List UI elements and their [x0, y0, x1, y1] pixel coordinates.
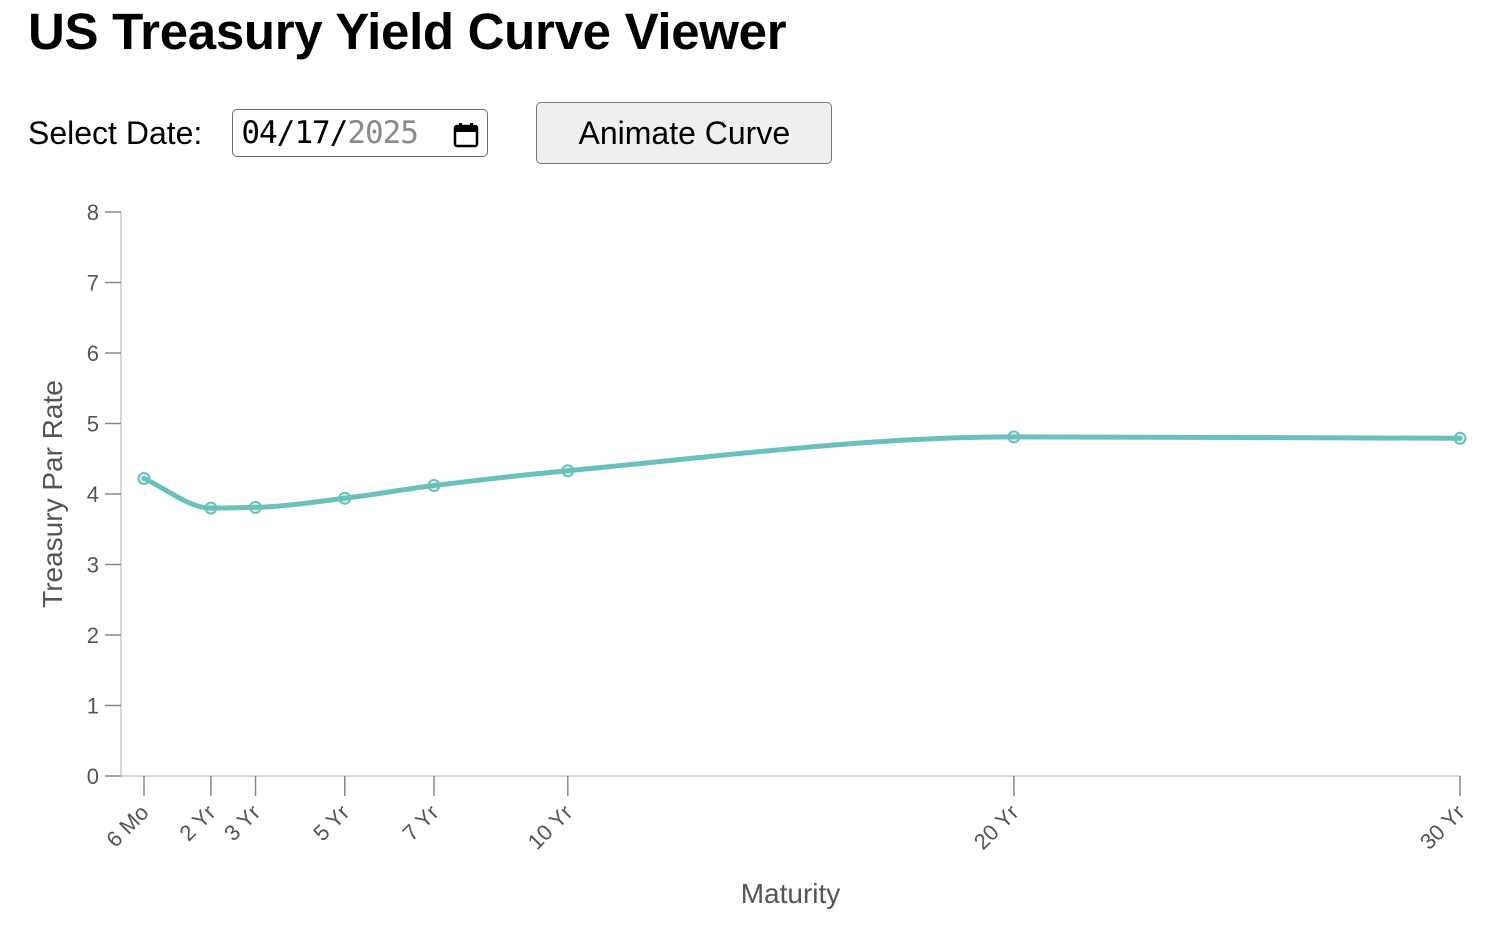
y-tick-label: 0: [87, 764, 99, 789]
x-tick-label: 30 Yr: [1415, 800, 1470, 855]
data-point-5-yr[interactable]: [338, 491, 352, 505]
page-title: US Treasury Yield Curve Viewer: [28, 3, 787, 60]
x-axis: 6 Mo 2 Yr3 Yr 5 Yr 7 Yr 10 Yr 20 Yr 30 Yr: [101, 775, 1470, 855]
data-point-3-yr[interactable]: [249, 500, 263, 514]
data-points: [137, 430, 1467, 515]
date-month[interactable]: 04: [241, 115, 277, 151]
data-point-10-yr[interactable]: [561, 464, 575, 478]
x-tick-label: 5 Yr: [308, 800, 354, 846]
x-tick-label: 3 Yr: [219, 800, 265, 846]
data-point-20-yr[interactable]: [1007, 430, 1021, 444]
date-label: Select Date:: [28, 114, 203, 151]
yield-curve-line: [141, 434, 1463, 511]
y-axis: 0 1 2 3 4 5 6 7 8: [87, 200, 122, 789]
date-controls: Select Date: 04/17/2025 Animate Curve: [28, 102, 833, 164]
y-tick-label: 3: [87, 553, 99, 578]
y-axis-label: Treasury Par Rate: [37, 380, 68, 608]
x-tick-label: 6 Mo: [101, 800, 153, 852]
y-tick-label: 2: [87, 623, 99, 648]
x-tick-label: 7 Yr: [398, 800, 444, 846]
y-tick-label: 4: [87, 482, 99, 507]
data-point-6-mo[interactable]: [137, 471, 151, 485]
date-day[interactable]: 17: [294, 115, 330, 151]
y-tick-label: 7: [87, 271, 99, 296]
y-tick-label: 6: [87, 341, 99, 366]
x-tick-label: 20 Yr: [969, 800, 1024, 855]
data-point-2-yr[interactable]: [204, 501, 218, 515]
animate-curve-button[interactable]: Animate Curve: [536, 102, 833, 164]
date-separator: /: [329, 115, 349, 151]
data-point-7-yr[interactable]: [427, 479, 441, 493]
data-point-30-yr[interactable]: [1453, 431, 1467, 445]
x-tick-label: 2 Yr: [175, 800, 221, 846]
date-year[interactable]: 2025: [347, 115, 419, 151]
y-tick-label: 5: [87, 412, 99, 437]
x-axis-label: Maturity: [741, 878, 841, 909]
y-tick-label: 1: [87, 694, 99, 719]
x-tick-label: 10 Yr: [523, 800, 578, 855]
y-tick-label: 8: [87, 200, 99, 225]
date-input[interactable]: 04/17/2025: [232, 109, 489, 157]
date-separator: /: [276, 115, 296, 151]
calendar-icon[interactable]: [453, 120, 479, 148]
